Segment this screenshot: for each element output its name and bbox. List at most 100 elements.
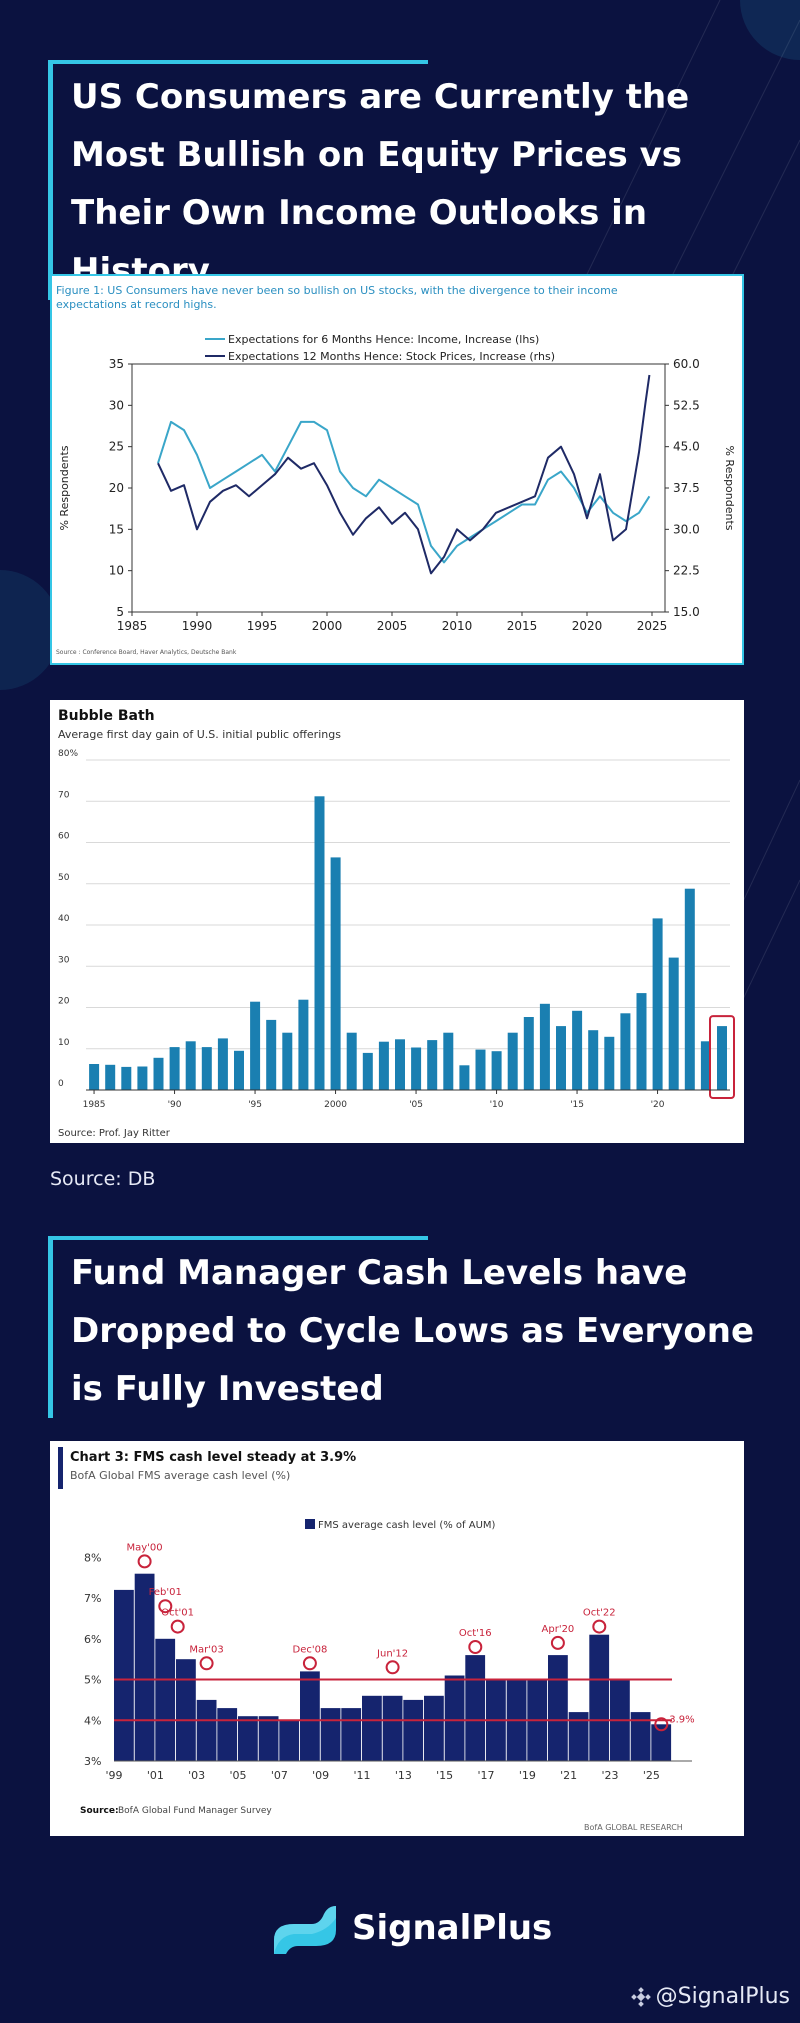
bar-2020 (548, 1655, 568, 1761)
x-tick-label: 2015 (507, 619, 538, 633)
ipo-bar-chart-svg: Bubble Bath Average first day gain of U.… (58, 708, 735, 1139)
bar-2004 (395, 1039, 405, 1090)
y-tick-label: 4% (84, 1714, 101, 1727)
y-tick-label: 3% (84, 1755, 101, 1768)
x-tick-label: '05 (409, 1100, 423, 1110)
bar-1986 (105, 1064, 116, 1090)
x-tick-label: 1995 (247, 619, 278, 633)
bar-2007 (443, 1032, 454, 1090)
bar-2013 (403, 1699, 424, 1761)
x-tick-label: 2000 (312, 619, 343, 633)
bar-2005 (238, 1716, 258, 1761)
y-tick-label: 60 (58, 832, 70, 842)
chart-3-gridlines: 3% 4% 5% 6% 7% 8% (84, 1551, 101, 1768)
bar-2009 (475, 1049, 486, 1090)
title-accent (48, 1236, 428, 1240)
fms-bar-chart-svg: Chart 3: FMS cash level steady at 3.9% B… (58, 1447, 695, 1832)
chart-2-title: Bubble Bath (58, 708, 155, 724)
y-tick-label: 6% (84, 1633, 101, 1646)
series-line-2 (157, 374, 651, 575)
annotation-label-3: Oct'01 (161, 1608, 194, 1619)
bar-2012 (382, 1695, 403, 1761)
signalplus-logo: SignalPlus (268, 1900, 552, 1956)
y-tick-label: 15 (109, 522, 124, 536)
bar-2005 (411, 1047, 422, 1090)
annotation-label-4: Mar'03 (189, 1644, 223, 1655)
y-tick-label: 35 (109, 357, 124, 371)
bar-1988 (137, 1066, 148, 1090)
annotation-label-9: Oct'22 (583, 1608, 616, 1619)
ipo-first-day-gain-chart: Bubble Bath Average first day gain of U.… (50, 700, 744, 1143)
bar-2014 (424, 1695, 444, 1761)
annotation-marker-2 (158, 1599, 173, 1614)
chart-1-axes: 510152025303515.022.530.037.545.052.560.… (58, 357, 736, 633)
chart-2-axes: 1985 '90 '95 2000 '05 '10 '15 '20 (83, 1089, 730, 1110)
chart-3-footer: BofA GLOBAL RESEARCH (584, 1823, 683, 1832)
x-tick-label: 1985 (117, 619, 148, 633)
chart-3-source-label: Source: (80, 1806, 119, 1816)
chart-3-axes: '99 '01 '03 '05 '07 '09 '11 '13 '15 '17 '19 '21 '23 '… (105, 1760, 692, 1782)
annotation-marker-5 (302, 1656, 317, 1671)
section-1-header: US Consumers are Currently the Most Bull… (48, 60, 768, 300)
bar-2002 (362, 1052, 373, 1090)
bar-2011 (507, 1032, 518, 1090)
y-tick-label: 10 (58, 1038, 70, 1048)
bar-2025 (651, 1724, 672, 1761)
annotation-label-1: May'00 (127, 1542, 163, 1553)
chart-1-title-line-1: Figure 1: US Consumers have never been s… (56, 284, 618, 297)
bar-1998 (298, 999, 309, 1090)
bar-2012 (523, 1017, 534, 1090)
bar-1987 (121, 1066, 132, 1090)
bar-2007 (279, 1720, 300, 1761)
bar-1991 (185, 1041, 196, 1090)
y-tick-label: 5 (116, 605, 124, 619)
y-axis-label: % Respondents (58, 445, 71, 530)
social-handle[interactable]: @SignalPlus (630, 1984, 790, 2009)
y-right-tick-label: 30.0 (673, 522, 700, 536)
x-tick-label: '13 (395, 1769, 412, 1782)
y-tick-label: 70 (58, 790, 70, 800)
bar-2004 (217, 1708, 238, 1761)
legend-label-2: Expectations 12 Months Hence: Stock Pric… (228, 350, 555, 363)
bar-2024 (630, 1712, 651, 1761)
y-tick-label: 25 (109, 440, 124, 454)
x-tick-label: '20 (651, 1100, 665, 1110)
bar-2001 (155, 1638, 176, 1761)
annotation-marker-6 (385, 1660, 400, 1675)
bar-2013 (539, 1003, 550, 1090)
chart-3-source: BofA Global Fund Manager Survey (118, 1806, 272, 1816)
bar-2022 (684, 888, 695, 1090)
source-note: Source: DB (50, 1168, 156, 1190)
bar-2017 (604, 1036, 615, 1090)
x-tick-label: '05 (229, 1769, 246, 1782)
chart-3-annotations: May'00 Feb'01 Oct'01 Mar'03 Dec'08 Jun'12 Oct'… (127, 1542, 695, 1732)
y-tick-label: 40 (58, 914, 70, 924)
y-right-tick-label: 37.5 (673, 481, 700, 495)
x-tick-label: 2010 (442, 619, 473, 633)
y-right-tick-label: 22.5 (673, 564, 700, 578)
bar-2021 (668, 957, 679, 1090)
bar-2021 (568, 1712, 589, 1761)
annotation-label-2: Feb'01 (149, 1587, 182, 1598)
x-tick-label: 2020 (572, 619, 603, 633)
y-right-tick-label: 15.0 (673, 605, 700, 619)
annotation-label-7: Oct'16 (459, 1628, 492, 1639)
chart-2-source: Source: Prof. Jay Ritter (58, 1128, 171, 1139)
bar-1985 (89, 1064, 100, 1090)
annotation-marker-8 (550, 1635, 565, 1650)
chart-1-legend: Expectations for 6 Months Hence: Income,… (205, 333, 555, 363)
bar-1999 (114, 1589, 134, 1761)
x-tick-label: '07 (271, 1769, 288, 1782)
bar-1995 (250, 1001, 261, 1090)
x-tick-label: '19 (519, 1769, 536, 1782)
consumer-expectations-chart: Figure 1: US Consumers have never been s… (50, 274, 744, 665)
x-tick-label: 2000 (324, 1100, 347, 1110)
x-tick-label: '15 (570, 1100, 584, 1110)
bar-2015 (444, 1675, 465, 1761)
bar-2024 (717, 1026, 727, 1090)
bar-1997 (282, 1032, 293, 1090)
x-tick-label: 1985 (83, 1100, 106, 1110)
bar-1999 (314, 796, 325, 1090)
x-tick-label: '25 (643, 1769, 660, 1782)
y-tick-label: 50 (58, 873, 70, 883)
